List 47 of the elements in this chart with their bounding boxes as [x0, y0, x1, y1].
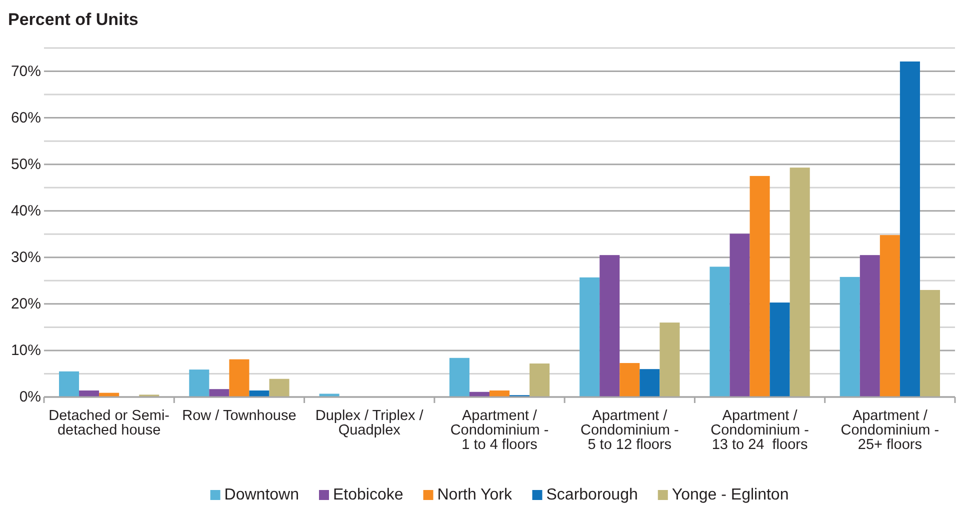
- x-tick-label: Detached or Semi- detached house: [48, 408, 170, 438]
- bar: [319, 394, 340, 397]
- bar: [189, 370, 210, 397]
- bar: [449, 358, 470, 397]
- bar: [860, 255, 880, 397]
- bar: [580, 277, 600, 397]
- bar: [249, 390, 270, 397]
- bar: [790, 168, 810, 397]
- x-tick-label: Row / Townhouse: [182, 408, 296, 424]
- bar: [600, 255, 620, 397]
- y-tick-label: 60%: [10, 109, 41, 126]
- bar: [59, 371, 80, 397]
- bar: [209, 389, 230, 397]
- bar: [620, 363, 640, 397]
- bar: [79, 390, 100, 397]
- x-tick-label: Apartment / Condominium - 1 to 4 floors: [450, 408, 549, 453]
- bar: [640, 369, 660, 397]
- bar: [229, 359, 250, 397]
- x-tick-label: Apartment / Condominium - 13 to 24 floors: [710, 408, 810, 453]
- y-tick-label: 30%: [10, 248, 41, 266]
- bar: [770, 302, 790, 397]
- y-tick-label: 50%: [10, 156, 41, 173]
- bar: [730, 234, 750, 397]
- bar: [840, 276, 860, 397]
- chart-title: Percent of Units: [8, 10, 138, 29]
- bar: [920, 290, 940, 397]
- y-tick-label: 70%: [10, 62, 41, 80]
- bar: [489, 390, 510, 397]
- bar: [750, 176, 770, 397]
- x-tick-label: Apartment / Condominium - 25+ floors: [840, 408, 940, 453]
- y-tick-label: 40%: [10, 202, 41, 220]
- y-tick-label: 0%: [19, 388, 41, 406]
- legend-label: Yonge - Eglinton: [672, 486, 789, 504]
- y-tick-label: 10%: [10, 342, 41, 359]
- legend-label: Etobicoke: [332, 486, 404, 504]
- legend-label: North York: [437, 486, 513, 504]
- bar: [710, 266, 730, 397]
- legend-label: Downtown: [224, 486, 299, 504]
- bar: [880, 235, 900, 397]
- bar: [900, 61, 920, 397]
- bar: [530, 363, 550, 397]
- legend-label: Scarborough: [546, 486, 638, 504]
- bar: [269, 378, 290, 397]
- x-tick-label: Apartment / Condominium - 5 to 12 floors: [580, 408, 679, 453]
- bar: [660, 322, 680, 397]
- y-tick-label: 20%: [10, 295, 41, 312]
- x-tick-label: Duplex / Triplex / Quadplex: [315, 408, 424, 438]
